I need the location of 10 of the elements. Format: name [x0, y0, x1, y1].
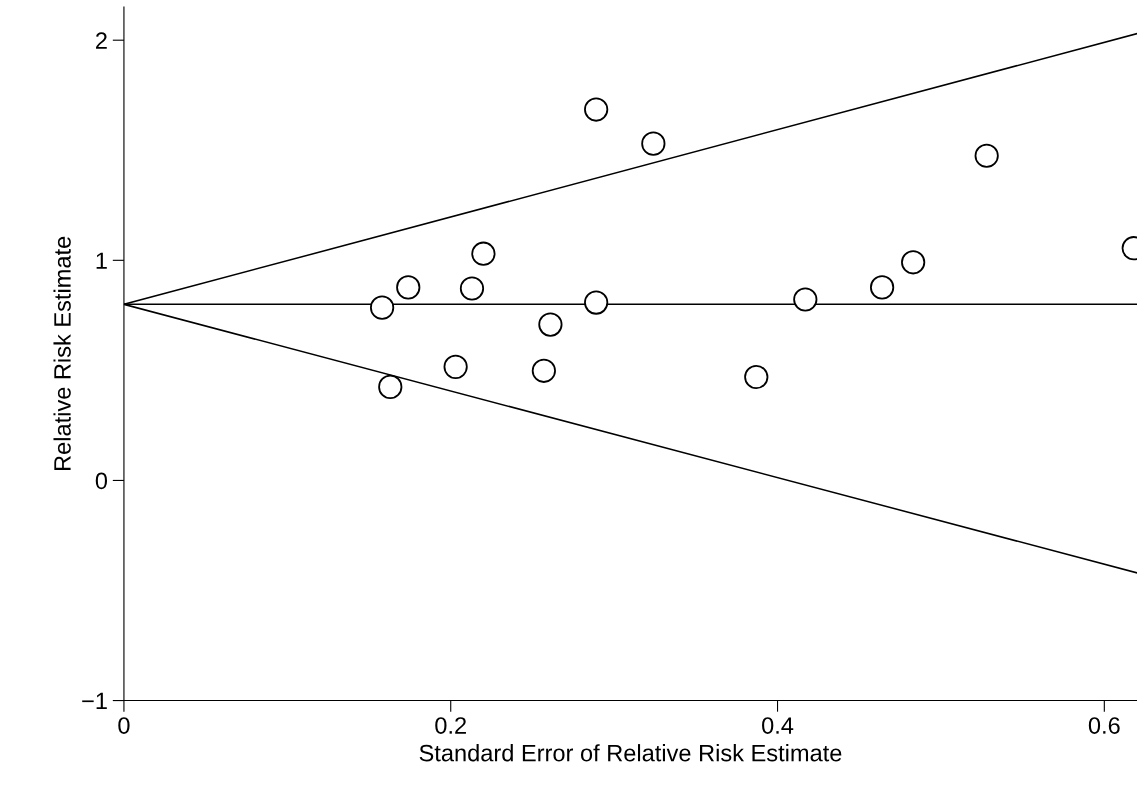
- y-tick-label: −1: [82, 692, 107, 710]
- y-tick-label: 1: [96, 252, 107, 269]
- y-axis-title: Relative Risk Estimate: [53, 236, 71, 471]
- x-tick-label: 0.4: [762, 717, 794, 734]
- x-tick-label: 0: [118, 717, 130, 734]
- x-tick-label: 0.2: [435, 717, 466, 734]
- y-tick-label: 2: [96, 32, 107, 49]
- y-tick-label: 0: [95, 472, 108, 490]
- x-tick-label: 0.6: [1088, 717, 1120, 734]
- x-axis-title: Standard Error of Relative Risk Estimate: [419, 744, 842, 762]
